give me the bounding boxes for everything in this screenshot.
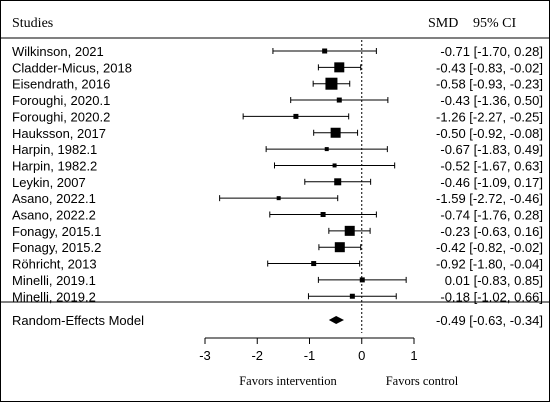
study-name: Wilkinson, 2021: [12, 44, 104, 59]
effect-size-square: [344, 225, 355, 236]
effect-size-square: [334, 62, 345, 73]
x-axis-tick-label: -1: [304, 348, 316, 363]
study-ci-text: -0.74 [-1.76, 0.28]: [440, 208, 543, 223]
x-axis-tick-label: 0: [358, 348, 365, 363]
study-name: Hauksson, 2017: [12, 126, 106, 141]
study-row: Minelli, 2019.2 -0.18 [-1.02, 0.66]: [12, 289, 543, 304]
study-ci-text: -0.43 [-0.83, -0.02]: [436, 60, 543, 75]
effect-size-square: [349, 293, 355, 299]
study-name: Asano, 2022.1: [12, 191, 96, 206]
study-row: Eisendrath, 2016 -0.58 [-0.93, -0.23]: [12, 77, 543, 92]
study-ci-text: -1.59 [-2.72, -0.46]: [436, 191, 543, 206]
study-row: Leykin, 2007 -0.46 [-1.09, 0.17]: [12, 175, 543, 190]
effect-size-square: [332, 163, 337, 168]
study-ci-text: -0.58 [-0.93, -0.23]: [436, 77, 543, 92]
study-row: Asano, 2022.1 -1.59 [-2.72, -0.46]: [12, 191, 543, 206]
study-name: Harpin, 1982.1: [12, 142, 97, 157]
study-ci-text: -1.26 [-2.27, -0.25]: [436, 109, 543, 124]
study-name: Leykin, 2007: [12, 175, 86, 190]
effect-size-square: [311, 261, 317, 267]
study-name: Röhricht, 2013: [12, 257, 97, 272]
study-name: Asano, 2022.2: [12, 208, 96, 223]
effect-size-square: [330, 127, 341, 138]
study-ci-text: 0.01 [-0.83, 0.85]: [445, 273, 543, 288]
study-row: Foroughi, 2020.1 -0.43 [-1.36, 0.50]: [12, 93, 543, 108]
study-ci-text: -0.43 [-1.36, 0.50]: [440, 93, 543, 108]
study-ci-text: -0.42 [-0.82, -0.02]: [436, 240, 543, 255]
study-row: Cladder-Micus, 2018 -0.43 [-0.83, -0.02]: [12, 60, 543, 75]
study-ci-text: -0.71 [-1.70, 0.28]: [440, 44, 543, 59]
favors-control-label: Favors control: [386, 374, 459, 388]
x-axis: -3 -2 -1 0 1: [199, 337, 418, 363]
effect-size-square: [322, 48, 328, 54]
study-row: Foroughi, 2020.2 -1.26 [-2.27, -0.25]: [12, 109, 543, 124]
study-name: Fonagy, 2015.1: [12, 224, 101, 239]
study-row: Minelli, 2019.1 0.01 [-0.83, 0.85]: [12, 273, 543, 288]
study-row: Fonagy, 2015.2 -0.42 [-0.82, -0.02]: [12, 240, 543, 255]
effect-size-square: [325, 77, 338, 90]
study-ci-text: -0.52 [-1.67, 0.63]: [440, 158, 543, 173]
study-row: Hauksson, 2017 -0.50 [-0.92, -0.08]: [12, 126, 543, 141]
study-ci-text: -0.50 [-0.92, -0.08]: [436, 126, 543, 141]
study-row: Harpin, 1982.2 -0.52 [-1.67, 0.63]: [12, 158, 543, 173]
summary-label: Random-Effects Model: [12, 313, 144, 328]
study-name: Foroughi, 2020.2: [12, 109, 110, 124]
studies-column-header: Studies: [12, 16, 53, 31]
study-name: Fonagy, 2015.2: [12, 240, 101, 255]
study-name: Harpin, 1982.2: [12, 158, 97, 173]
study-row: Harpin, 1982.1 -0.67 [-1.83, 0.49]: [12, 142, 543, 157]
study-row: Röhricht, 2013 -0.92 [-1.80, -0.04]: [12, 257, 543, 272]
effect-size-square: [359, 277, 365, 283]
summary-row: Random-Effects Model -0.49 [-0.63, -0.34…: [12, 313, 543, 328]
x-axis-tick-label: -3: [199, 348, 211, 363]
study-name: Cladder-Micus, 2018: [12, 60, 132, 75]
study-ci-text: -0.67 [-1.83, 0.49]: [440, 142, 543, 157]
effect-size-square: [324, 147, 329, 152]
study-ci-text: -0.46 [-1.09, 0.17]: [440, 175, 543, 190]
summary-diamond: [328, 316, 344, 324]
study-row: Asano, 2022.2 -0.74 [-1.76, 0.28]: [12, 208, 543, 223]
effect-size-square: [334, 178, 342, 186]
effect-size-square: [320, 212, 326, 217]
study-name: Foroughi, 2020.1: [12, 93, 110, 108]
x-axis-tick-label: -2: [251, 348, 263, 363]
study-name: Eisendrath, 2016: [12, 77, 110, 92]
summary-ci-text: -0.49 [-0.63, -0.34]: [436, 313, 543, 328]
effect-size-square: [334, 242, 345, 253]
x-axis-tick-label: 1: [410, 348, 417, 363]
favors-intervention-label: Favors intervention: [239, 374, 337, 388]
effect-size-square: [336, 97, 342, 103]
smd-column-header: SMD: [428, 16, 458, 31]
ci-column-header: 95% CI: [473, 16, 517, 31]
effect-size-square: [293, 113, 299, 119]
effect-size-square: [276, 196, 281, 201]
study-ci-text: -0.23 [-0.63, 0.16]: [440, 224, 543, 239]
study-row: Fonagy, 2015.1 -0.23 [-0.63, 0.16]: [12, 224, 543, 239]
study-name: Minelli, 2019.1: [12, 273, 96, 288]
study-row: Wilkinson, 2021 -0.71 [-1.70, 0.28]: [12, 44, 543, 59]
study-name: Minelli, 2019.2: [12, 289, 96, 304]
study-ci-text: -0.18 [-1.02, 0.66]: [440, 289, 543, 304]
study-rows: Wilkinson, 2021 -0.71 [-1.70, 0.28]Cladde…: [12, 44, 543, 304]
study-ci-text: -0.92 [-1.80, -0.04]: [436, 257, 543, 272]
